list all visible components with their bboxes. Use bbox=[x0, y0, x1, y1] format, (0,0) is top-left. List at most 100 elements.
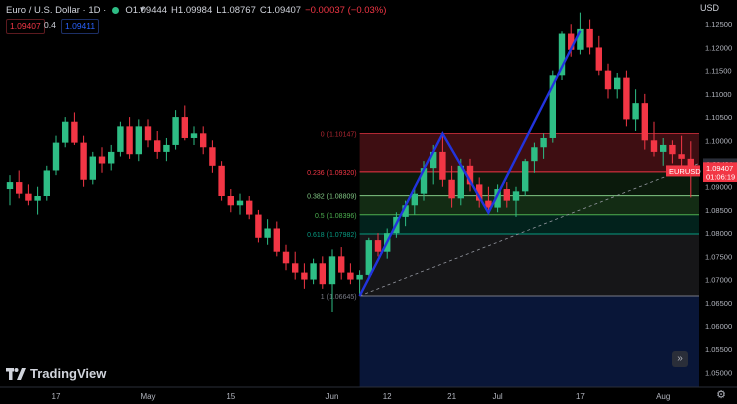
time-axis-tick: 21 bbox=[447, 392, 456, 401]
candle-body bbox=[540, 137, 547, 148]
candle-body bbox=[154, 140, 161, 152]
candle-body bbox=[577, 28, 584, 50]
price-tag-label: 1.09407 bbox=[706, 164, 733, 173]
candle-body bbox=[568, 33, 575, 50]
candle-body bbox=[108, 151, 115, 164]
candle-body bbox=[200, 133, 207, 148]
fib-zone bbox=[359, 233, 699, 297]
candle-body bbox=[531, 147, 538, 162]
candle-body bbox=[632, 103, 639, 120]
candle-body bbox=[301, 272, 308, 280]
candle-body bbox=[264, 228, 271, 238]
candle-body bbox=[292, 263, 299, 273]
candle-body bbox=[25, 193, 32, 201]
candle-body bbox=[678, 154, 685, 159]
candle-body bbox=[448, 179, 455, 199]
candle-body bbox=[328, 256, 336, 285]
price-axis-tick: 1.10500 bbox=[705, 113, 732, 122]
candle-body bbox=[255, 214, 262, 238]
fib-zone bbox=[359, 214, 699, 234]
candle-body bbox=[411, 193, 418, 206]
candle-body bbox=[190, 133, 198, 138]
candle-body bbox=[365, 240, 372, 275]
price-axis-tick: 1.11000 bbox=[705, 90, 732, 99]
candle-body bbox=[43, 170, 50, 196]
price-tag-label: EURUSD bbox=[669, 167, 701, 176]
time-axis-tick: 17 bbox=[576, 392, 585, 401]
candle-body bbox=[687, 158, 694, 168]
candle-body bbox=[641, 103, 648, 141]
price-axis-tick: 1.10000 bbox=[705, 136, 732, 145]
candle-body bbox=[485, 200, 492, 208]
time-axis-tick: 15 bbox=[226, 392, 235, 401]
candle-body bbox=[236, 200, 244, 206]
candle-body bbox=[439, 151, 446, 180]
candle-body bbox=[163, 144, 170, 152]
candle-body bbox=[135, 126, 142, 155]
candle-body bbox=[503, 189, 510, 201]
candle-body bbox=[71, 121, 78, 143]
candle-body bbox=[209, 147, 216, 166]
settings-gear-icon[interactable]: ⚙ bbox=[716, 389, 726, 401]
ohlc-values: O1.09444 H1.09984 L1.08767 C1.09407 −0.0… bbox=[125, 5, 386, 16]
sell-price-button[interactable]: 1.09407 bbox=[6, 19, 45, 34]
fib-zone bbox=[359, 195, 699, 215]
market-status-icon bbox=[112, 6, 120, 14]
candle-body bbox=[227, 196, 234, 206]
candle-body bbox=[338, 256, 345, 273]
price-axis-tick: 1.07000 bbox=[705, 276, 732, 285]
candle-body bbox=[218, 165, 225, 196]
price-tag-label: 01:06:19 bbox=[706, 173, 735, 182]
ohlc-low: L1.08767 bbox=[216, 4, 256, 16]
price-axis-tick: 1.12000 bbox=[705, 43, 732, 52]
price-axis-tick: 1.05000 bbox=[705, 368, 732, 377]
price-tag-bg bbox=[703, 171, 737, 183]
time-axis-tick: Jun bbox=[326, 392, 339, 401]
scroll-to-realtime-button[interactable]: » bbox=[672, 351, 688, 367]
candle-body bbox=[246, 200, 253, 215]
spread-value: 0.4 bbox=[44, 20, 56, 30]
candle-body bbox=[356, 274, 363, 280]
tradingview-logo-icon bbox=[6, 367, 26, 380]
candle-body bbox=[310, 263, 317, 280]
fib-level-label: 0.382 (1.08809) bbox=[307, 194, 356, 201]
time-axis-tick: 17 bbox=[52, 392, 61, 401]
ohlc-high: H1.09984 bbox=[171, 4, 213, 16]
candle-body bbox=[117, 126, 124, 152]
candle-body bbox=[623, 77, 630, 120]
price-axis-background bbox=[699, 0, 737, 404]
candle-body bbox=[80, 142, 87, 180]
candle-body bbox=[6, 182, 14, 190]
candle-body bbox=[669, 144, 676, 155]
chart-legend: Euro / U.S. Dollar · 1D · O1.09444 H1.09… bbox=[6, 3, 386, 17]
price-axis-tick: 1.09000 bbox=[705, 183, 732, 192]
symbol-title[interactable]: Euro / U.S. Dollar · 1D · bbox=[6, 4, 107, 16]
time-axis-background bbox=[0, 387, 699, 404]
candle-body bbox=[586, 28, 593, 48]
brand-name: TradingView bbox=[30, 366, 107, 381]
candle-body bbox=[595, 47, 602, 71]
fib-zone bbox=[359, 171, 699, 196]
candle-body bbox=[34, 196, 41, 201]
candle-body bbox=[347, 272, 354, 280]
candle-body bbox=[98, 156, 106, 164]
currency-label[interactable]: USD bbox=[699, 3, 719, 13]
time-axis-tick: 12 bbox=[383, 392, 392, 401]
buy-price-button[interactable]: 1.09411 bbox=[61, 19, 100, 34]
ohlc-open: O1.09444 bbox=[125, 4, 168, 16]
candle-body bbox=[549, 75, 556, 138]
candle-body bbox=[181, 117, 188, 138]
fib-level-label: 0.5 (1.08396) bbox=[315, 213, 357, 220]
price-axis-tick: 1.06500 bbox=[705, 299, 732, 308]
fib-level-label: 1 (1.06645) bbox=[321, 294, 357, 301]
candle-body bbox=[16, 182, 23, 194]
candle-body bbox=[466, 165, 474, 185]
price-axis-tick: 1.06000 bbox=[705, 322, 732, 331]
candle-body bbox=[62, 121, 69, 143]
legend-controls-icon: ▾ bbox=[140, 5, 145, 15]
ohlc-change: −0.00037 (−0.03%) bbox=[305, 4, 387, 16]
price-axis-tick: 1.08000 bbox=[705, 229, 732, 238]
fib-extension-zone bbox=[359, 296, 699, 387]
